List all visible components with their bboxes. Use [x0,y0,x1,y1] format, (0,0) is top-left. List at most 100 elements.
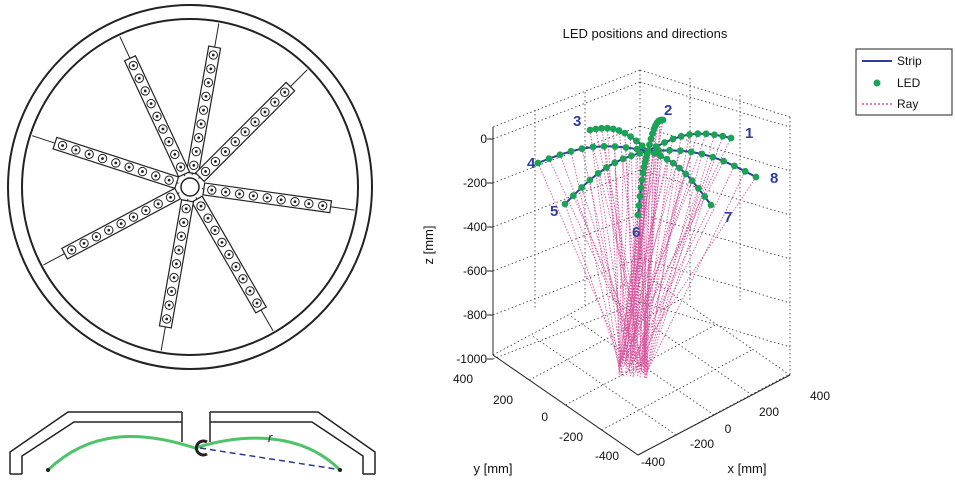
legend-ray-label: Ray [897,97,918,111]
led-dot [167,178,171,182]
led-dot [224,190,228,194]
led-3d-plot: LED positions and directions 0 -200 -400… [421,26,953,476]
led-point [698,150,706,158]
x-tick-0: -400 [641,455,665,469]
led-point [707,201,715,209]
led-dot [223,150,227,154]
grid-line [530,334,677,436]
led-point [622,144,630,151]
led-ring [152,111,162,122]
led-ring [196,119,206,129]
led-dot [263,110,267,114]
led-point [589,143,597,151]
ray-line [614,162,633,367]
y-tick-2: 0 [541,410,548,424]
led-ring [276,195,286,205]
led-dot [253,120,257,124]
grid-line [492,213,641,272]
led-ring [240,127,250,137]
led-point [686,131,693,138]
ray-line [625,214,639,374]
ray-line [621,150,681,363]
led-ring [137,166,148,177]
led-dot [155,114,159,118]
led-point [534,159,542,167]
x-tick-2: 0 [725,422,732,436]
led-dot [204,94,208,98]
led-ring [174,245,184,255]
led-point [611,159,619,167]
led-ring [260,107,270,117]
led-ring [164,136,174,147]
led-point [604,124,611,132]
led-point [619,155,627,163]
led-point [578,145,586,153]
led-ring [238,274,248,284]
led-ring [164,175,174,185]
grid-line [639,69,791,118]
led-point [634,211,642,219]
led-point [719,132,727,140]
led-dot [143,89,147,93]
led-point [567,147,575,155]
led-point [702,130,710,138]
legend-strip-label: Strip [897,54,922,68]
led-ring [97,153,108,164]
strip-label-2: 2 [664,102,672,119]
led-dot [165,317,169,321]
led-point [655,147,663,154]
ray-line [614,146,620,375]
led-dot [179,234,183,238]
led-point [669,159,677,167]
led-ring [270,97,280,107]
led-dot [170,289,173,293]
led-ring [124,162,134,172]
led-ring [179,217,189,228]
led-point [586,176,594,184]
z-axis-label: z [mm] [421,226,436,265]
led-point [635,202,643,209]
led-point [636,192,644,200]
ray-line [646,171,746,373]
ray-line [637,129,655,376]
led-ring [66,245,77,255]
led-ring [134,73,144,83]
led-dot [95,235,98,239]
grid-line [639,213,791,260]
ray-line [632,165,735,378]
led-dot [114,161,118,165]
grid-line [637,374,789,456]
led-ring [234,189,245,199]
dome-outline-outer [9,411,182,474]
grid-line [601,349,752,431]
grid-line [492,69,641,128]
ray-line [581,187,640,367]
led-point [701,193,709,200]
led-point [621,129,629,137]
led-ring [84,149,94,159]
led-point [603,164,610,171]
led-dot [177,248,181,252]
led-dot [107,228,111,232]
ray-line [618,130,647,368]
led-point [609,125,617,133]
led-ring [164,300,174,310]
x-axis-label: x [mm] [728,461,767,476]
x-tick-4: 400 [810,389,830,403]
ray-line [634,173,687,371]
wheel-top-view [7,4,373,370]
led-ring [207,185,217,195]
ray-line [618,158,624,372]
led-dot [119,222,123,226]
strip-label-4: 4 [527,155,536,172]
led-ring [220,187,231,197]
led-ring [220,146,231,157]
led-ring [176,231,187,241]
led-dot [199,204,203,208]
led-ring [162,314,172,324]
dome-outline-inner [21,421,182,474]
led-ring [141,205,151,216]
led-ring [210,225,220,236]
led-dot [234,265,238,269]
led-ring [57,140,68,151]
